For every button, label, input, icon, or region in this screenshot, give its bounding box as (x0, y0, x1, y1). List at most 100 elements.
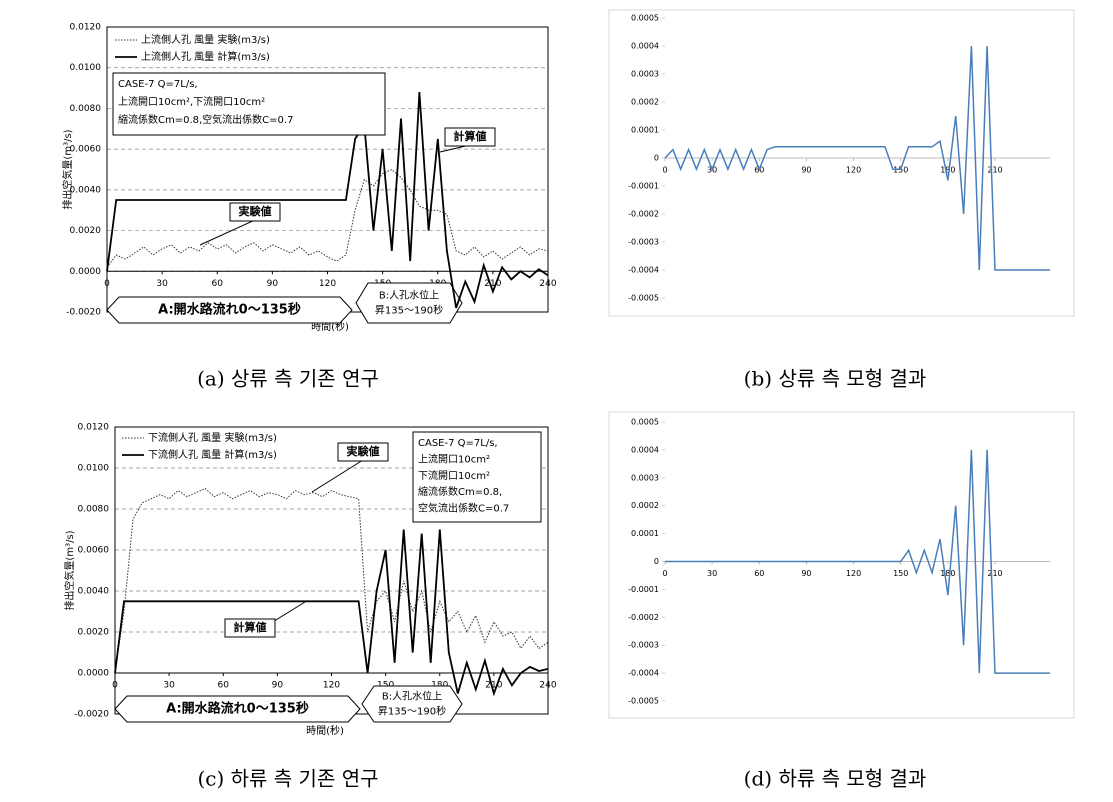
y-tick-label: -0.0004 (628, 266, 659, 275)
y-tick-label: 0.0060 (70, 145, 102, 155)
phase-label: B:人孔水位上 (379, 289, 439, 302)
x-tick-label: 150 (893, 569, 908, 578)
y-tick-label: 0.0001 (631, 126, 659, 135)
y-tick-label: 0 (654, 154, 659, 163)
x-tick-label: 90 (272, 681, 284, 691)
y-tick-label: -0.0004 (628, 669, 659, 678)
x-tick-label: 30 (707, 569, 717, 578)
callout-leader (199, 219, 256, 246)
y-tick-label: -0.0020 (74, 710, 109, 720)
series-line (665, 449, 1050, 674)
y-tick-label: 0.0003 (631, 70, 659, 79)
phase-arrow (114, 695, 361, 723)
series-line (106, 92, 549, 309)
x-tick-label: 180 (940, 166, 955, 175)
phase-label: 昇135～190秒 (375, 304, 443, 317)
y-tick-label: 0.0060 (78, 546, 110, 556)
caption: (b) 상류 측 모형 결과 (744, 367, 927, 391)
x-tick-label: 0 (662, 166, 667, 175)
legend-label: 上流側人孔 風量 実験(m3/s) (141, 33, 270, 46)
y-tick-label: 0.0100 (78, 464, 110, 474)
y-tick-label: -0.0005 (628, 294, 659, 303)
annotation-text: 縮流係数Cm=0.8, (418, 485, 502, 498)
y-tick-label: 0.0001 (631, 529, 659, 538)
y-tick-label: 0.0004 (631, 42, 659, 51)
y-axis-title: 排出空気量(m³/s) (63, 530, 76, 610)
callout-box (229, 202, 281, 222)
series-line (664, 45, 1050, 271)
caption: (d) 하류 측 모형 결과 (744, 767, 927, 791)
phase-arrow (355, 282, 463, 324)
annotation-text: CASE-7 Q=7L/s, (418, 438, 498, 449)
series-line (106, 168, 549, 268)
x-tick-label: 90 (801, 166, 811, 175)
x-tick-label: 180 (940, 569, 955, 578)
x-axis-title: 時間(秒) (306, 724, 344, 737)
x-tick-label: 210 (485, 681, 502, 691)
y-tick-label: 0.0080 (78, 505, 110, 515)
y-axis-title: 排出空気量(m³/s) (61, 129, 74, 209)
annotation-text: 上流開口10cm² (418, 452, 490, 465)
x-tick-label: 120 (323, 681, 340, 691)
x-tick-label: 90 (267, 279, 279, 289)
annotation-text: 空気流出係数C=0.7 (418, 502, 509, 515)
phase-label: A:開水路流れ0～135秒 (166, 701, 309, 717)
x-tick-label: 60 (218, 681, 230, 691)
y-tick-label: -0.0002 (628, 613, 659, 622)
x-tick-label: 30 (156, 279, 168, 289)
series-line (114, 529, 549, 697)
callout-label: 実験値 (239, 204, 272, 218)
y-tick-label: -0.0001 (628, 585, 659, 594)
y-tick-label: 0.0100 (70, 63, 102, 73)
y-tick-label: 0.0120 (70, 23, 102, 33)
callout-box (224, 618, 276, 638)
y-tick-label: -0.0005 (628, 697, 659, 706)
chart-frame (608, 411, 1075, 719)
x-tick-label: 90 (801, 569, 811, 578)
x-tick-label: 150 (893, 166, 908, 175)
y-tick-label: -0.0003 (628, 238, 659, 247)
y-tick-label: 0.0000 (78, 669, 110, 679)
y-tick-label: -0.0002 (628, 210, 659, 219)
annotation-text: 上流開口10cm²,下流開口10cm² (118, 95, 265, 108)
y-tick-label: 0.0020 (78, 628, 110, 638)
legend-label: 下流側人孔 風量 実験(m3/s) (148, 431, 277, 444)
annotation-text: CASE-7 Q=7L/s, (118, 79, 198, 90)
series-line (114, 487, 549, 674)
callout-box (444, 127, 496, 147)
y-tick-label: 0.0040 (70, 185, 102, 195)
y-tick-label: 0.0005 (631, 14, 659, 23)
annotation-text: 縮流係数Cm=0.8,空気流出係数C=0.7 (118, 113, 293, 126)
y-tick-label: -0.0020 (66, 308, 101, 318)
y-tick-label: 0.0002 (631, 98, 659, 107)
x-tick-label: 0 (662, 569, 667, 578)
x-tick-label: 30 (163, 681, 175, 691)
y-tick-label: 0.0040 (78, 587, 110, 597)
x-tick-label: 210 (987, 569, 1002, 578)
x-tick-label: 0 (112, 681, 118, 691)
phase-label: B:人孔水位上 (382, 690, 442, 703)
x-tick-label: 60 (212, 279, 224, 289)
y-tick-label: 0.0080 (70, 104, 102, 114)
x-tick-label: 0 (104, 279, 110, 289)
y-tick-label: 0.0003 (631, 473, 659, 482)
callout-label: 計算値 (234, 620, 267, 634)
y-tick-label: 0.0004 (631, 445, 659, 454)
x-tick-label: 240 (539, 681, 556, 691)
legend-label: 上流側人孔 風量 計算(m3/s) (141, 50, 270, 63)
annotation-box (112, 72, 386, 136)
caption: (a) 상류 측 기존 연구 (197, 367, 379, 391)
annotation-box (412, 431, 542, 523)
y-tick-label: 0.0020 (70, 226, 102, 236)
callout-label: 実験値 (347, 444, 380, 458)
x-tick-label: 120 (319, 279, 336, 289)
annotation-text: 下流開口10cm² (418, 469, 490, 482)
callout-label: 計算値 (454, 129, 487, 143)
x-tick-label: 60 (754, 569, 764, 578)
y-tick-label: -0.0003 (628, 641, 659, 650)
phase-arrow (106, 296, 353, 324)
x-tick-label: 210 (987, 166, 1002, 175)
phase-arrow (361, 685, 463, 723)
y-tick-label: 0 (654, 557, 659, 566)
